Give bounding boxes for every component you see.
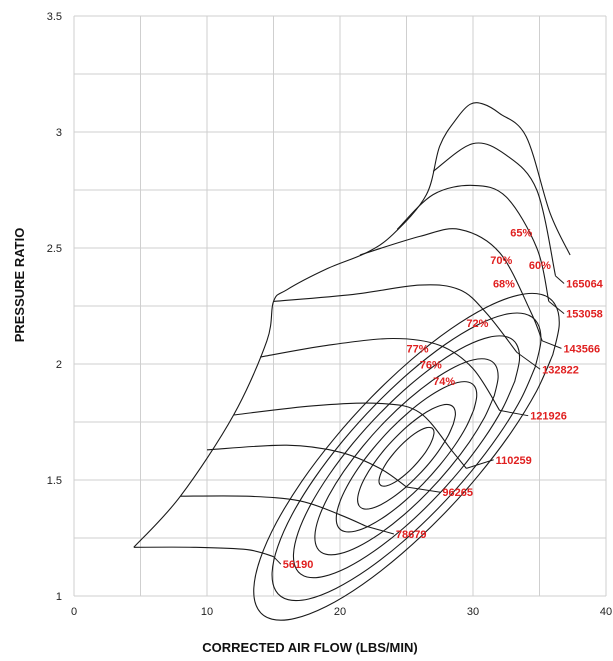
y-tick-label: 2.5 xyxy=(47,243,62,255)
grid xyxy=(73,15,607,597)
speed-label: 78679 xyxy=(396,529,427,541)
efficiency-label: 76% xyxy=(420,360,442,372)
x-axis-title: CORRECTED AIR FLOW (LBS/MIN) xyxy=(202,640,417,655)
y-tick-label: 1 xyxy=(56,591,62,603)
x-tick-label: 0 xyxy=(71,606,77,618)
speed-leader-line xyxy=(548,300,565,314)
y-tick-label: 2 xyxy=(56,359,62,371)
efficiency-contour xyxy=(335,381,478,533)
axis-ticks: 0 10 20 30 40 1 1.5 2 2.5 3 3.5 xyxy=(47,11,612,618)
speed-label: 96265 xyxy=(442,487,473,499)
speed-line xyxy=(432,142,557,276)
speed-leader-line xyxy=(406,486,441,493)
speed-line xyxy=(396,184,550,302)
efficiency-contour xyxy=(292,335,521,579)
speed-leader-line xyxy=(516,351,541,370)
speed-leader-line xyxy=(366,525,394,535)
speed-line xyxy=(233,402,467,469)
y-tick-label: 3.5 xyxy=(47,11,62,23)
efficiency-islands xyxy=(253,292,560,621)
speed-leader-line xyxy=(273,556,282,565)
y-tick-label: 3 xyxy=(56,127,62,139)
speed-label: 56190 xyxy=(283,559,314,571)
efficiency-label: 70% xyxy=(490,255,512,267)
efficiency-label: 77% xyxy=(407,343,429,355)
efficiency-contour xyxy=(378,426,435,487)
efficiency-contour xyxy=(253,292,560,621)
speed-leader-line xyxy=(541,340,562,349)
speed-label: 153058 xyxy=(566,309,603,321)
efficiency-label: 60% xyxy=(529,260,551,272)
efficiency-contour xyxy=(357,403,456,510)
speed-leader-line xyxy=(466,459,494,469)
speed-label: 110259 xyxy=(496,455,532,467)
y-tick-label: 1.5 xyxy=(47,475,62,487)
speed-line xyxy=(260,337,501,411)
x-tick-label: 30 xyxy=(467,606,479,618)
efficiency-contour xyxy=(314,358,499,556)
speed-line xyxy=(206,444,407,488)
speed-lines xyxy=(133,142,565,565)
speed-label: 121926 xyxy=(530,411,567,423)
efficiency-contour xyxy=(271,312,542,602)
efficiency-label: 65% xyxy=(510,227,532,239)
x-tick-label: 40 xyxy=(600,606,612,618)
surge-line xyxy=(133,102,571,548)
efficiency-label: 68% xyxy=(493,278,515,290)
efficiency-label: 74% xyxy=(433,376,455,388)
speed-label: 165064 xyxy=(566,278,604,290)
chart-labels: 56190 78679 96265 110259 121926 132822 143566 1… xyxy=(283,227,604,571)
efficiency-label: 72% xyxy=(466,318,488,330)
y-axis-title: PRESSURE RATIO xyxy=(12,228,27,343)
speed-line xyxy=(133,546,274,558)
speed-leader-line xyxy=(555,275,565,284)
x-tick-label: 10 xyxy=(201,606,213,618)
speed-label: 143566 xyxy=(563,343,600,355)
speed-label: 132822 xyxy=(542,364,579,376)
speed-line xyxy=(273,284,518,353)
speed-line xyxy=(359,228,543,342)
x-tick-label: 20 xyxy=(334,606,346,618)
speed-line xyxy=(180,495,367,527)
speed-leader-line xyxy=(499,409,529,417)
